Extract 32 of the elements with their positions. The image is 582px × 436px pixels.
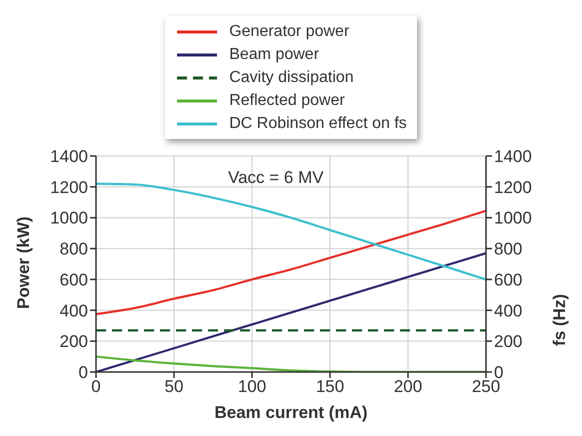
x-tick-label: 100 [238,377,266,396]
y2-tick-label: 600 [494,270,522,290]
y2-tick-label: 800 [494,240,522,259]
legend-label: Cavity dissipation [229,68,354,88]
x-tick-label: 250 [472,377,500,396]
y-axis-title: Power (kW) [14,216,34,309]
x-tick-label: 150 [316,377,344,396]
x-tick-label: 50 [164,377,184,396]
line-series [96,182,486,281]
y-tick-label: 600 [60,270,88,290]
x-tick-label: 200 [394,377,422,396]
y2-axis-title: fs (Hz) [550,294,570,346]
y-tick-label: 200 [60,332,88,352]
y2-tick-label: 400 [494,301,522,320]
x-axis-title: Beam current (mA) [214,403,368,422]
legend-label: Reflected power [229,91,345,111]
y2-tick-label: 200 [494,332,522,352]
x-tick-label: 0 [91,377,101,396]
y-tick-label: 400 [60,301,88,320]
y-tick-label: 1400 [50,147,88,166]
y-tick-label: 800 [60,240,88,259]
y2-tick-label: 1000 [494,208,532,228]
legend-label: DC Robinson effect on fs [229,114,407,134]
y2-tick-label: 1200 [494,178,532,197]
line-series [96,210,486,316]
y-tick-label: 0 [78,363,88,382]
legend-label: Beam power [229,45,320,65]
legend-label: Generator power [229,22,350,42]
y-tick-label: 1000 [50,208,88,228]
y-tick-label: 1200 [50,178,88,197]
annotation: Vacc = 6 MV [228,168,324,188]
y2-tick-label: 1400 [494,147,532,166]
